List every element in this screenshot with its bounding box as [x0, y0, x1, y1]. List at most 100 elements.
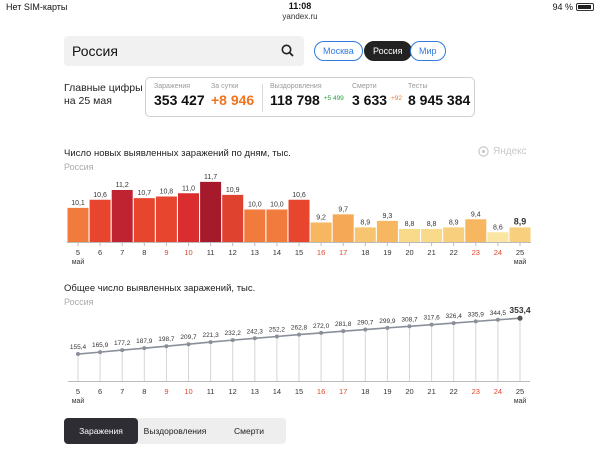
bar[interactable] — [421, 229, 443, 242]
bar[interactable] — [222, 194, 244, 242]
x-tick-label: 18 — [361, 387, 369, 396]
data-point[interactable] — [473, 319, 478, 324]
x-tick-label: 10 — [184, 387, 192, 396]
bar-value-label: 11,0 — [182, 185, 195, 192]
data-point[interactable] — [186, 342, 191, 347]
x-tick-label: 7 — [120, 248, 124, 257]
bar[interactable] — [487, 232, 509, 242]
data-point[interactable] — [274, 334, 279, 339]
point-value-label: 187,9 — [136, 338, 153, 345]
x-tick-label: 15 — [295, 248, 303, 257]
x-tick-label: 23 — [472, 248, 480, 257]
bar[interactable] — [155, 196, 177, 243]
data-point[interactable] — [230, 338, 235, 343]
data-point[interactable] — [495, 317, 500, 322]
bar[interactable] — [178, 193, 199, 242]
data-point[interactable] — [451, 321, 456, 326]
x-tick-label: 16 — [317, 248, 325, 257]
bar[interactable] — [509, 227, 531, 242]
data-point[interactable] — [297, 332, 301, 337]
data-point[interactable] — [385, 325, 390, 330]
bar[interactable] — [288, 199, 310, 242]
region-button-moscow[interactable]: Москва — [314, 41, 363, 61]
bar[interactable] — [266, 209, 288, 243]
bar[interactable] — [67, 207, 89, 242]
point-value-label: 299,9 — [379, 318, 396, 325]
bar[interactable] — [200, 181, 222, 242]
tab-deaths[interactable]: Смерти — [234, 426, 264, 436]
search-icon[interactable] — [281, 44, 294, 62]
key-figures-panel: Заражения 353 427 За сутки +8 946 Выздор… — [145, 77, 475, 117]
x-tick-label: 13 — [251, 387, 259, 396]
bar[interactable] — [89, 199, 111, 242]
bar-value-label: 8,6 — [493, 224, 503, 231]
data-point[interactable] — [407, 324, 412, 329]
x-month-label: май — [514, 258, 527, 266]
point-value-label: 290,7 — [357, 320, 374, 327]
point-value-label: 308,7 — [401, 316, 418, 323]
point-value-label: 344,5 — [490, 310, 507, 317]
bar[interactable] — [376, 220, 398, 242]
data-point[interactable] — [120, 348, 125, 353]
point-value-label: 221,3 — [202, 332, 219, 339]
bar[interactable] — [332, 214, 354, 242]
data-point[interactable] — [363, 327, 368, 332]
x-tick-label: 16 — [317, 387, 325, 396]
data-point[interactable] — [208, 340, 213, 345]
region-search[interactable] — [64, 36, 304, 66]
bar[interactable] — [133, 198, 155, 242]
clock: 11:08 — [288, 1, 312, 11]
data-point[interactable] — [76, 352, 80, 357]
x-tick-label: 11 — [207, 248, 215, 257]
kf-tests: Тесты 8 945 384 — [408, 83, 471, 108]
x-tick-label: 24 — [494, 248, 502, 257]
line-chart-title: Общее число выявленных заражений, тыс. — [64, 283, 256, 294]
data-point[interactable] — [142, 346, 147, 351]
x-tick-label: 7 — [120, 387, 124, 396]
bar[interactable] — [111, 190, 133, 242]
bar-value-label: 8,9 — [514, 216, 527, 226]
data-point[interactable] — [252, 336, 257, 341]
data-point[interactable] — [98, 350, 103, 355]
data-point[interactable] — [164, 344, 169, 349]
bar[interactable] — [399, 229, 420, 242]
carrier-label: Нет SIM-карты — [6, 2, 68, 12]
x-tick-label: 22 — [450, 248, 458, 257]
bar-value-label: 10,7 — [137, 190, 151, 197]
x-tick-label: 5 — [76, 387, 80, 396]
x-tick-label: 19 — [383, 387, 391, 396]
kf-infections: Заражения 353 427 — [154, 83, 205, 108]
x-tick-label: 11 — [207, 387, 215, 396]
bar[interactable] — [244, 209, 266, 243]
tab-infections[interactable]: Заражения — [64, 418, 138, 444]
region-button-russia[interactable]: Россия — [364, 41, 412, 61]
bar-value-label: 9,7 — [338, 206, 348, 213]
data-point[interactable] — [319, 330, 324, 335]
x-tick-label: 25 — [516, 387, 524, 396]
data-point[interactable] — [429, 322, 434, 327]
x-month-label: май — [514, 397, 527, 405]
x-tick-label: 9 — [164, 248, 168, 257]
bar-chart: 10,15май10,6611,2710,7810,8911,01011,711… — [67, 174, 532, 266]
region-button-world[interactable]: Мир — [410, 41, 446, 61]
bar[interactable] — [443, 227, 465, 242]
bar[interactable] — [465, 219, 487, 242]
data-point[interactable] — [517, 315, 523, 321]
kf-deaths-delta: +92 — [390, 95, 402, 102]
bar-chart-subtitle: Россия — [64, 162, 94, 172]
point-value-label: 262,8 — [291, 325, 308, 332]
data-point[interactable] — [341, 329, 346, 334]
region-search-input[interactable] — [72, 43, 272, 59]
point-value-label: 252,2 — [269, 327, 286, 334]
x-tick-label: 5 — [76, 248, 80, 257]
tab-recoveries[interactable]: Выздоровления — [143, 426, 207, 436]
bar-value-label: 8,9 — [360, 219, 370, 226]
bar-value-label: 10,6 — [292, 192, 306, 199]
bar[interactable] — [354, 227, 376, 242]
bar[interactable] — [310, 222, 332, 243]
yandex-logo-icon — [478, 146, 489, 157]
line-chart: 155,45май165,96177,27187,98198,79209,710… — [68, 305, 531, 405]
bar-value-label: 9,2 — [316, 215, 326, 222]
kf-recoveries: Выздоровления 118 798 +5 499 — [270, 83, 344, 108]
address-bar-url[interactable]: yandex.ru — [282, 12, 318, 21]
